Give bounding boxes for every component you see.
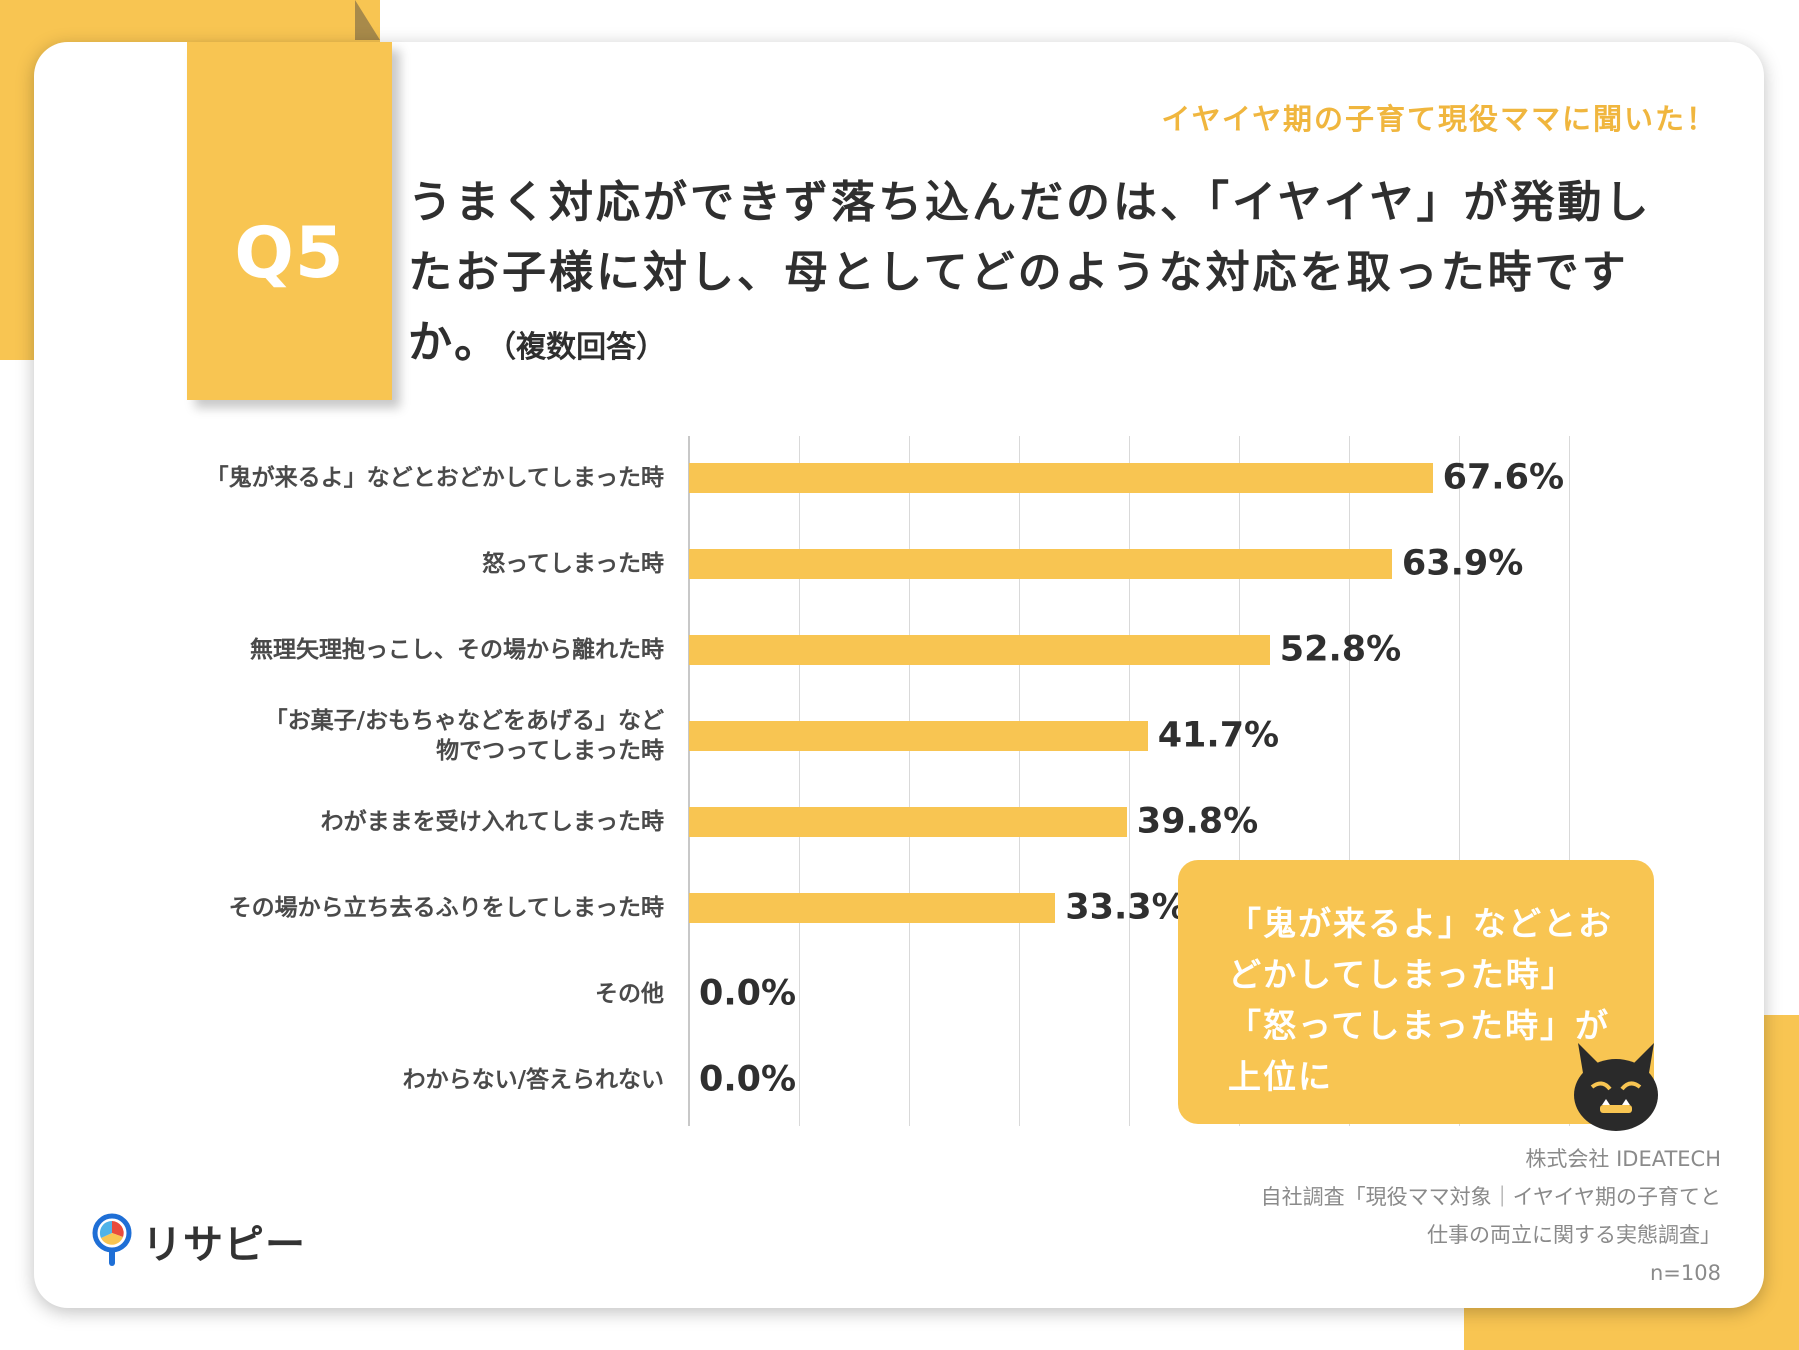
gridline bbox=[909, 436, 910, 1126]
callout-text: 「鬼が来るよ」などとお どかしてしまった時」 「怒ってしまった時」が 上位に bbox=[1228, 898, 1628, 1102]
logo-pin-icon bbox=[92, 1213, 132, 1266]
gridline bbox=[799, 436, 800, 1126]
question-main: うまく対応ができず落ち込んだのは、「イヤイヤ」が発動したお子様に対し、母としてど… bbox=[408, 177, 1652, 368]
category-label: 「お菓子/おもちゃなどをあげる」など 物でつってしまった時 bbox=[264, 708, 664, 764]
callout-box: 「鬼が来るよ」などとお どかしてしまった時」 「怒ってしまった時」が 上位に bbox=[1178, 860, 1654, 1124]
sample-size: n=108 bbox=[1650, 1261, 1721, 1285]
callout-line: 「怒ってしまった時」が bbox=[1228, 1006, 1611, 1045]
bar bbox=[689, 721, 1148, 751]
y-axis-line bbox=[688, 436, 690, 1126]
bar bbox=[689, 549, 1392, 579]
source-line: 株式会社 IDEATECH bbox=[1525, 1147, 1721, 1171]
category-label: 「鬼が来るよ」などとおどかしてしまった時 bbox=[205, 465, 664, 491]
bar bbox=[689, 635, 1270, 665]
value-label: 33.3% bbox=[1065, 887, 1187, 928]
category-label: わがままを受け入れてしまった時 bbox=[320, 809, 664, 835]
category-label: 無理矢理抱っこし、その場から離れた時 bbox=[250, 637, 664, 663]
tagline: イヤイヤ期の子育て現役ママに聞いた！ bbox=[1161, 102, 1717, 136]
source-line: 自社調査「現役ママ対象｜イヤイヤ期の子育てと bbox=[1260, 1185, 1721, 1209]
value-label: 67.6% bbox=[1442, 457, 1565, 498]
question-number-box: Q5 bbox=[187, 42, 392, 400]
question-text: うまく対応ができず落ち込んだのは、「イヤイヤ」が発動したお子様に対し、母としてど… bbox=[408, 168, 1668, 383]
callout-line: 上位に bbox=[1228, 1057, 1333, 1096]
gridline bbox=[1569, 436, 1570, 1126]
gridline bbox=[1019, 436, 1020, 1126]
gridline bbox=[1459, 436, 1460, 1126]
bar bbox=[689, 807, 1127, 837]
category-label: その場から立ち去るふりをしてしまった時 bbox=[228, 895, 664, 921]
value-label: 52.8% bbox=[1279, 629, 1402, 670]
category-label: 怒ってしまった時 bbox=[482, 551, 664, 577]
bar bbox=[689, 463, 1433, 493]
decor-fold bbox=[355, 0, 380, 40]
question-note: （複数回答） bbox=[501, 330, 667, 365]
callout-line: どかしてしまった時」 bbox=[1228, 955, 1576, 994]
logo-text: リサピー bbox=[142, 1221, 306, 1268]
question-number: Q5 bbox=[234, 212, 345, 294]
gridline bbox=[1239, 436, 1240, 1126]
logo: リサピー bbox=[92, 1213, 306, 1268]
value-label: 0.0% bbox=[699, 1059, 797, 1100]
value-label: 63.9% bbox=[1401, 543, 1524, 584]
value-label: 39.8% bbox=[1136, 801, 1259, 842]
source-line: 仕事の両立に関する実態調査」 bbox=[1427, 1223, 1721, 1247]
bar bbox=[689, 893, 1056, 923]
source-note: 株式会社 IDEATECH 自社調査「現役ママ対象｜イヤイヤ期の子育てと 仕事の… bbox=[1121, 1140, 1721, 1292]
gridline bbox=[1129, 436, 1130, 1126]
category-label: わからない/答えられない bbox=[402, 1067, 664, 1093]
value-label: 41.7% bbox=[1157, 715, 1280, 756]
callout-line: 「鬼が来るよ」などとお bbox=[1228, 904, 1613, 943]
gridline bbox=[1349, 436, 1350, 1126]
value-label: 0.0% bbox=[699, 973, 797, 1014]
category-label: その他 bbox=[595, 981, 664, 1007]
oni-icon bbox=[1574, 1043, 1658, 1131]
